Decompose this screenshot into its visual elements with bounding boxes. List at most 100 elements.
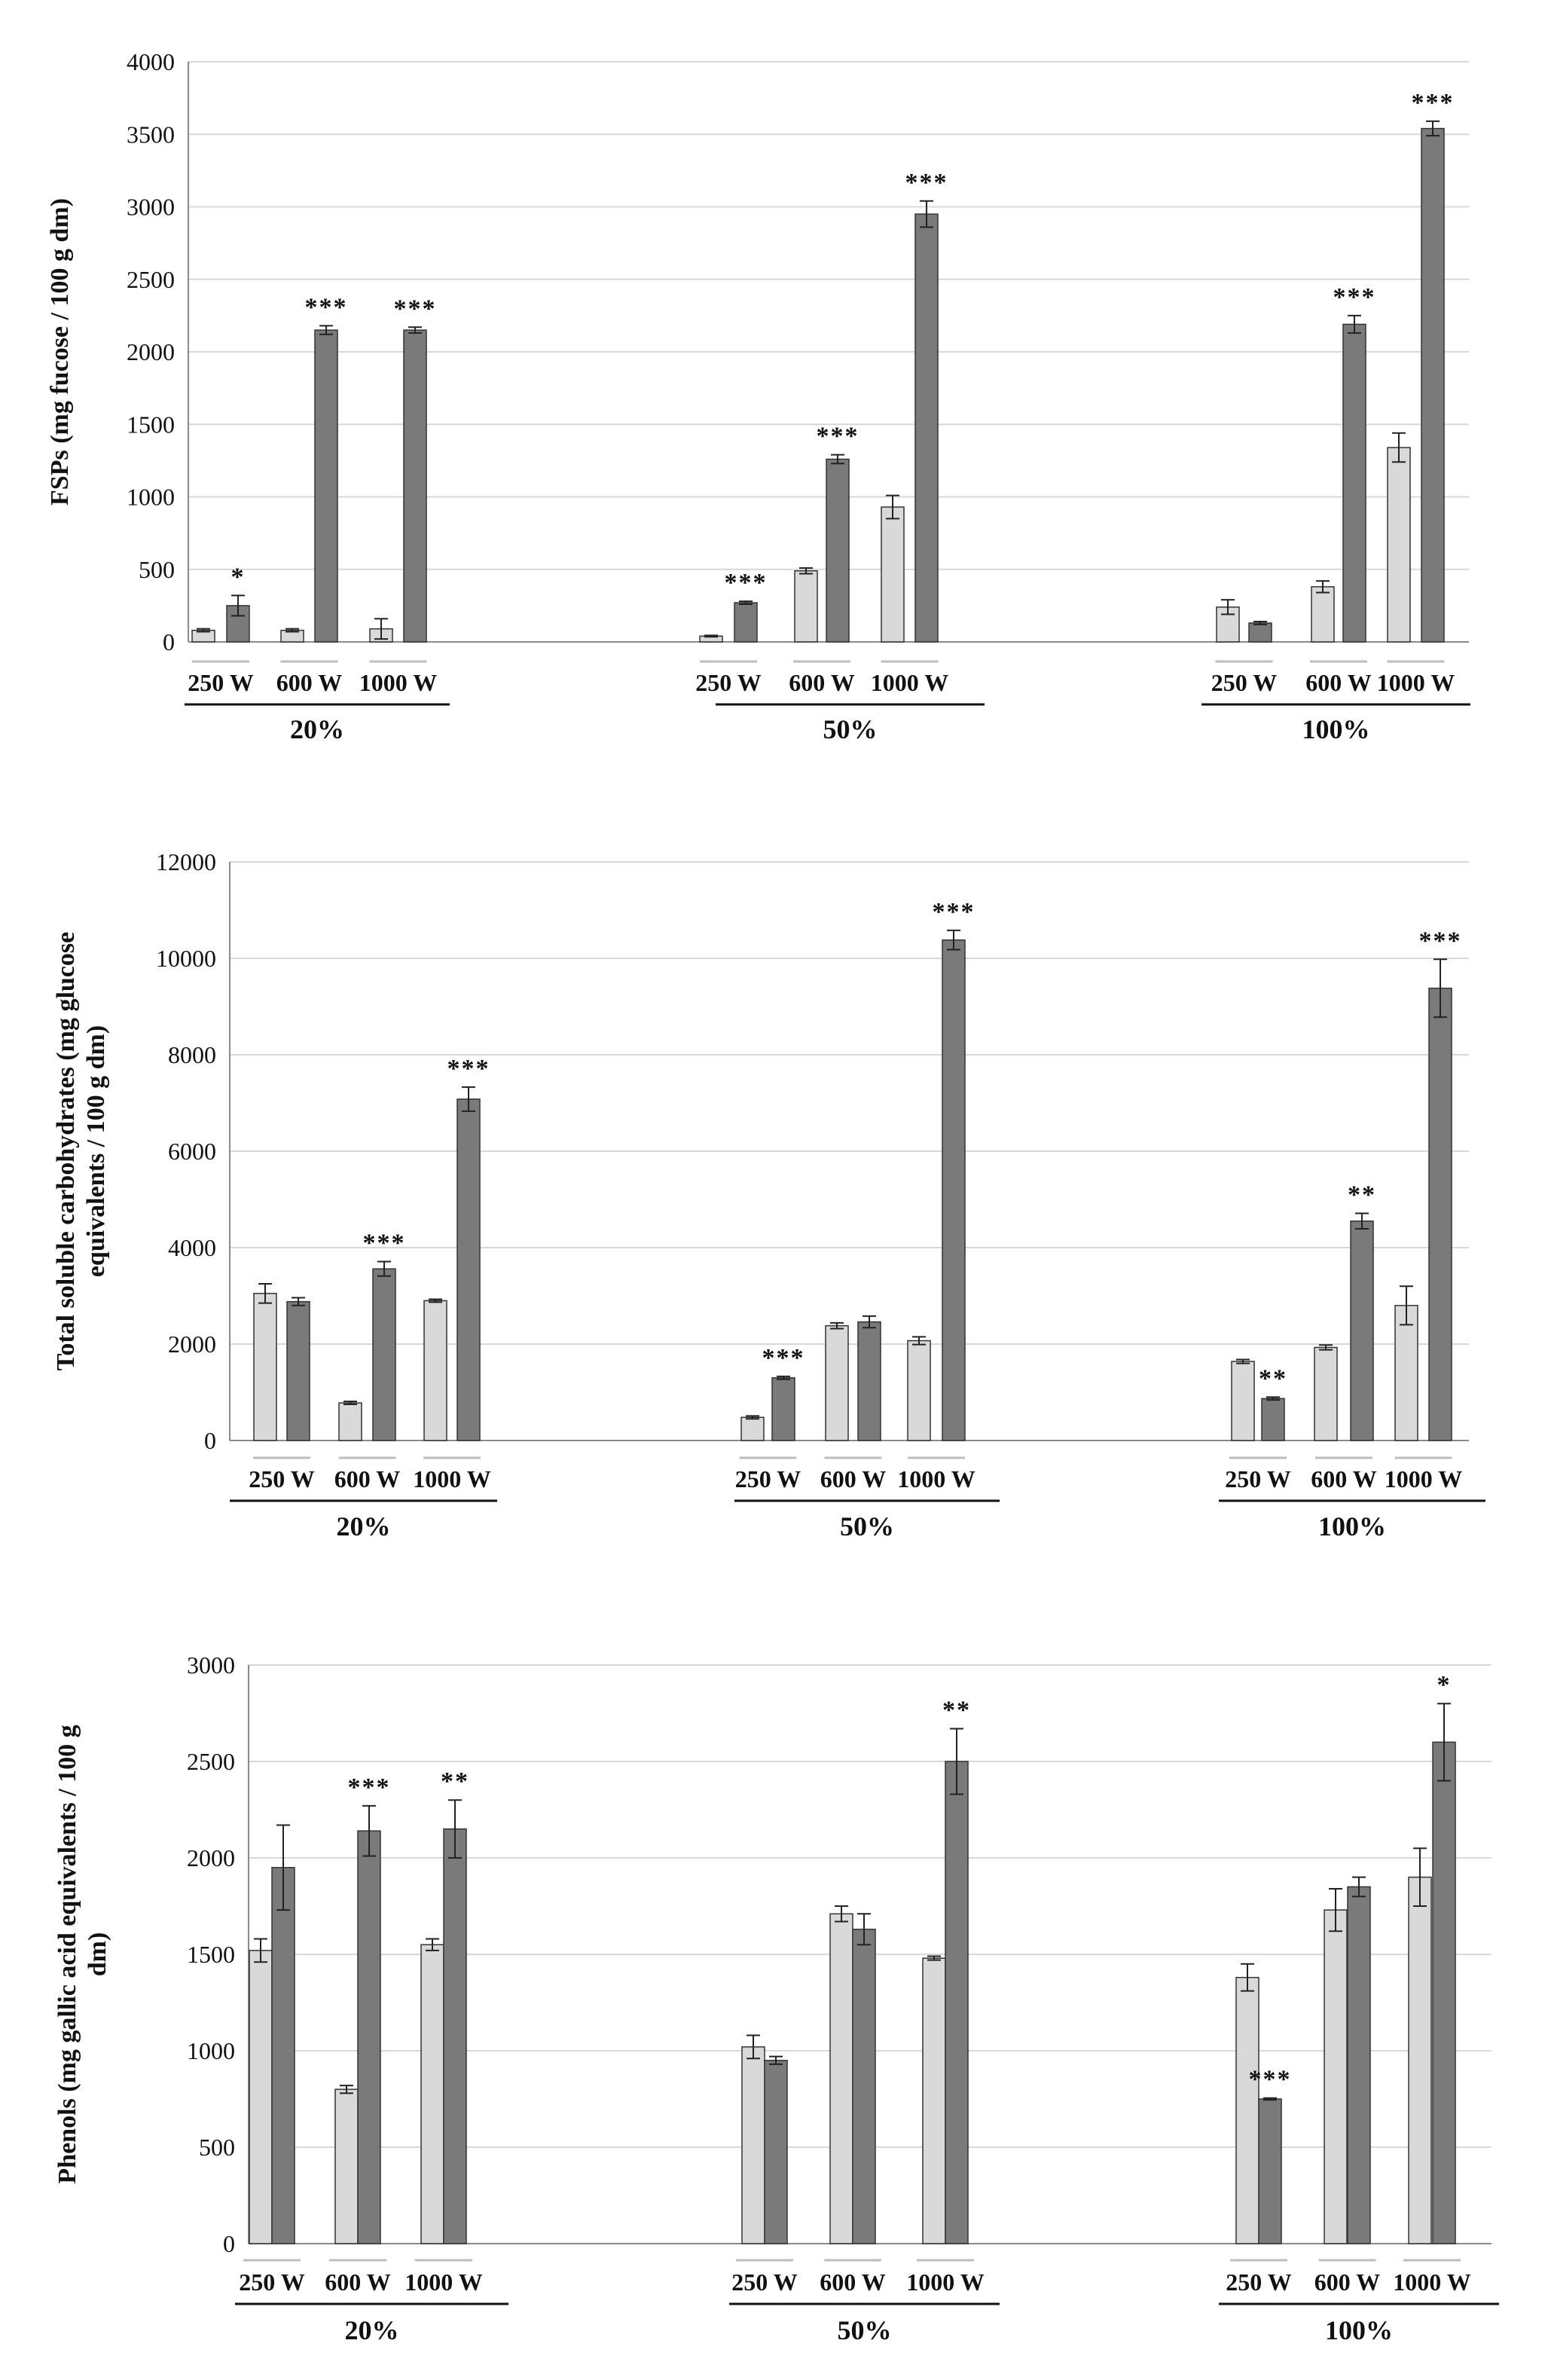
y-tick-label: 3000	[187, 1651, 235, 1679]
significance-marker: **	[1348, 1181, 1376, 1209]
bar-light	[740, 1416, 765, 1441]
group-label: 50%	[838, 2315, 892, 2345]
y-tick-label: 10000	[156, 945, 216, 972]
bar-dark	[372, 1268, 396, 1441]
y-tick-label: 2000	[187, 1844, 235, 1871]
condition-label: 1000 W	[1385, 1465, 1462, 1492]
y-tick-label: 12000	[156, 848, 216, 875]
y-tick-label: 2500	[187, 1748, 235, 1775]
bar-light	[829, 1913, 853, 2244]
significance-marker: ***	[305, 293, 348, 321]
y-axis-label-line: dm)	[84, 1932, 111, 1977]
significance-marker: ***	[348, 1774, 391, 1801]
bar-light	[794, 570, 818, 643]
condition-label: 1000 W	[871, 669, 948, 696]
bar-dark	[271, 1867, 295, 2244]
significance-marker: ***	[1249, 2066, 1292, 2094]
bar-light	[334, 2088, 359, 2244]
chart-panel-3: 0 500 1000 1500 2000 2500 3000 Phenols (mg gall…	[53, 1651, 1499, 2345]
bar-light	[420, 1944, 444, 2244]
y-tick-label: 4000	[168, 1234, 216, 1261]
bar-light	[249, 1950, 273, 2244]
bar-light	[741, 2046, 765, 2244]
condition-label: 250 W	[249, 1465, 314, 1492]
bar-dark	[852, 1928, 876, 2244]
bar-dark	[403, 329, 427, 643]
bar-dark	[1428, 987, 1452, 1441]
bar-light	[1235, 1976, 1259, 2244]
condition-label: 250 W	[735, 1465, 801, 1492]
bar-dark	[286, 1300, 310, 1441]
y-tick-label: 8000	[168, 1041, 216, 1068]
y-tick-label: 2000	[127, 338, 175, 365]
group-label: 20%	[290, 714, 344, 744]
group-label: 50%	[823, 714, 878, 744]
bar-dark	[1350, 1221, 1374, 1441]
condition-label: 250 W	[695, 669, 761, 696]
significance-marker: *	[231, 563, 246, 591]
significance-marker: ***	[1419, 927, 1462, 955]
y-tick-label: 0	[163, 628, 175, 655]
y-tick-label: 4000	[127, 48, 175, 75]
group-label: 100%	[1325, 2315, 1393, 2345]
significance-marker: **	[1259, 1364, 1287, 1392]
group-label: 50%	[840, 1511, 894, 1541]
bar-dark	[1421, 127, 1445, 643]
bar-dark	[942, 939, 966, 1441]
condition-label: 1000 W	[405, 2268, 482, 2296]
condition-label: 1000 W	[1393, 2268, 1470, 2296]
significance-marker: ***	[762, 1344, 805, 1372]
condition-label: 1000 W	[1377, 669, 1455, 696]
bar-dark	[443, 1828, 467, 2244]
condition-label: 600 W	[820, 2268, 885, 2296]
bar-dark	[1258, 2098, 1282, 2244]
bar-light	[1314, 1346, 1338, 1441]
condition-label: 600 W	[334, 1465, 400, 1492]
condition-label: 250 W	[239, 2268, 304, 2296]
significance-marker: ***	[363, 1230, 406, 1257]
bar-dark	[1261, 1398, 1285, 1441]
significance-marker: ***	[1333, 283, 1376, 311]
group-label: 100%	[1318, 1511, 1386, 1541]
condition-label: 600 W	[1314, 2268, 1380, 2296]
y-tick-label: 500	[139, 556, 175, 583]
y-tick-label: 1000	[187, 2037, 235, 2064]
bar-dark	[456, 1098, 481, 1441]
bar-light	[338, 1402, 362, 1441]
bar-dark	[1432, 1741, 1456, 2244]
condition-label: 1000 W	[906, 2268, 984, 2296]
bar-light	[907, 1340, 931, 1441]
condition-label: 250 W	[731, 2268, 797, 2296]
y-axis-label-line: Total soluble carbohydrates (mg glucose	[52, 932, 80, 1370]
bar-dark	[1347, 1886, 1371, 2244]
y-tick-label: 2000	[168, 1331, 216, 1358]
condition-label: 600 W	[325, 2268, 390, 2296]
y-tick-label: 3500	[127, 121, 175, 148]
bar-dark	[945, 1761, 969, 2244]
y-axis-label-line: Phenols (mg gallic acid equivalents / 10…	[53, 1725, 81, 2183]
bar-dark	[734, 602, 758, 643]
bar-light	[922, 1957, 946, 2244]
significance-marker: ***	[933, 898, 976, 926]
bar-dark	[914, 213, 939, 643]
condition-label: 250 W	[1226, 2268, 1291, 2296]
significance-marker: **	[441, 1767, 469, 1795]
y-tick-label: 1000	[127, 484, 175, 511]
bar-dark	[771, 1377, 795, 1441]
bar-light	[1394, 1305, 1418, 1441]
significance-marker: *	[1437, 1671, 1452, 1699]
bar-light	[423, 1300, 447, 1441]
bar-dark	[857, 1321, 881, 1441]
group-label: 20%	[345, 2315, 399, 2345]
y-tick-label: 3000	[127, 194, 175, 221]
y-tick-label: 1500	[127, 411, 175, 438]
significance-marker: ***	[725, 569, 768, 597]
condition-label: 600 W	[1311, 1465, 1376, 1492]
condition-label: 250 W	[1225, 1465, 1290, 1492]
condition-label: 1000 W	[897, 1465, 975, 1492]
bar-light	[825, 1324, 849, 1441]
condition-label: 1000 W	[359, 669, 437, 696]
y-tick-label: 500	[199, 2134, 235, 2161]
